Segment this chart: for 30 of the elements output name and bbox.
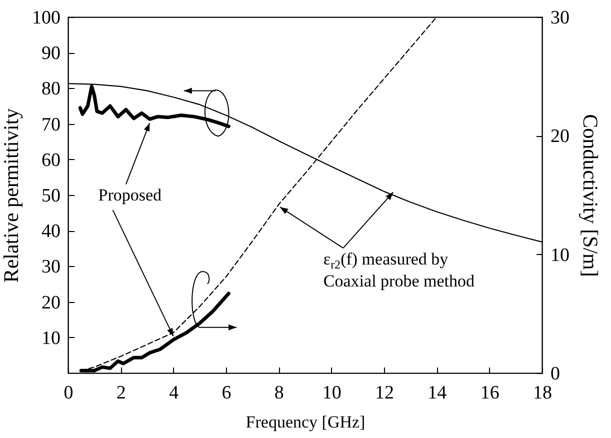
x-tick-label: 16 <box>480 382 500 404</box>
y-tick-label: 20 <box>42 292 60 314</box>
y-tick-label: 100 <box>32 8 60 28</box>
x-tick-label: 6 <box>222 382 232 404</box>
y2-tick-label: 10 <box>550 244 570 266</box>
x-tick-label: 14 <box>428 382 448 404</box>
y-axis-title: Relative permittivity <box>0 108 23 283</box>
x-tick-label: 2 <box>116 382 126 404</box>
x-tick-label: 4 <box>169 382 180 404</box>
y2-tick-label: 0 <box>550 364 560 384</box>
y-tick-label: 40 <box>42 221 60 242</box>
x-tick-label: 0 <box>64 382 74 404</box>
y-tick-label: 10 <box>42 328 60 349</box>
x-tick-label: 12 <box>375 382 394 404</box>
y-tick-label: 80 <box>42 78 60 100</box>
y2-tick-label: 30 <box>550 8 570 28</box>
x-tick-label: 18 <box>533 382 552 404</box>
y2-axis-title: Conductivity [S/m] <box>578 114 602 277</box>
annotation: ε$_{r2}$(f) measured by <box>323 249 449 272</box>
y-tick-label: 60 <box>42 150 60 171</box>
y-tick-label: 70 <box>42 114 60 136</box>
annotation: Coaxial probe method <box>323 271 476 290</box>
y-tick-label: 50 <box>42 186 60 206</box>
annotation: Proposed <box>98 185 162 204</box>
y-tick-label: 90 <box>42 43 60 64</box>
y-tick-label: 30 <box>42 256 60 278</box>
x-tick-label: 10 <box>322 382 342 404</box>
x-axis-title: Frequency [GHz] <box>246 412 366 432</box>
x-tick-label: 8 <box>274 382 284 404</box>
y2-tick-label: 20 <box>550 126 570 148</box>
